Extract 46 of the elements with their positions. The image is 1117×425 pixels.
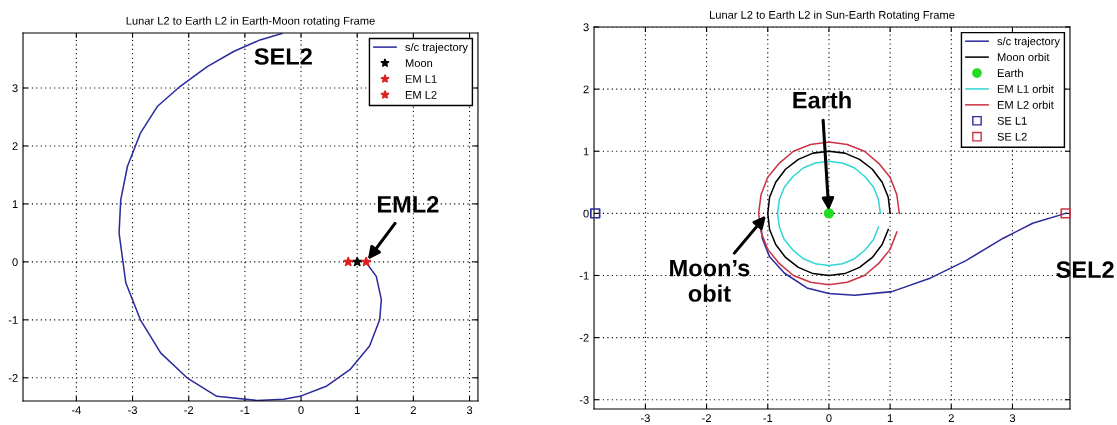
x-tick-label: -1 xyxy=(240,406,250,414)
legend-label: s/c trajectory xyxy=(405,42,468,54)
y-tick-label: -2 xyxy=(8,374,18,382)
chart-title: Lunar L2 to Earth L2 in Sun-Earth Rotating Frame xyxy=(710,10,955,21)
legend-label: s/c trajectory xyxy=(997,37,1060,48)
x-tick-label: 2 xyxy=(948,414,954,422)
legend-label: Earth xyxy=(997,68,1023,78)
annotation: EML2 xyxy=(377,195,439,213)
x-tick-label: -3 xyxy=(640,414,650,423)
x-tick-label: -3 xyxy=(128,406,137,415)
x-tick-label: 0 xyxy=(826,414,832,423)
x-tick-label: 1 xyxy=(887,414,893,422)
y-tick-label: 3 xyxy=(583,23,589,32)
y-tick-label: 0 xyxy=(583,209,589,218)
y-tick-label: 1 xyxy=(583,147,589,156)
x-tick-label: 3 xyxy=(466,406,473,415)
y-tick-label: -1 xyxy=(8,316,18,324)
y-tick-label: 0 xyxy=(12,258,18,267)
legend-label: Moon orbit xyxy=(997,52,1050,62)
y-tick-label: 3 xyxy=(12,84,18,93)
x-tick-label: 3 xyxy=(1009,414,1016,423)
y-tick-label: 2 xyxy=(12,142,18,150)
legend-label: EM L2 xyxy=(405,90,437,99)
x-tick-label: -4 xyxy=(71,406,81,414)
annotation: Earth xyxy=(793,91,851,109)
y-tick-label: 1 xyxy=(12,200,18,208)
legend-label: EM L1 orbit xyxy=(997,84,1054,93)
x-tick-label: -2 xyxy=(184,406,194,414)
legend-label: Moon xyxy=(405,59,433,68)
x-tick-label: -2 xyxy=(702,414,711,422)
legend-label: EM L2 orbit xyxy=(997,100,1054,109)
annotation: SEL2 xyxy=(254,48,312,65)
y-tick-label: -1 xyxy=(579,271,589,280)
line-series xyxy=(776,160,882,267)
y-tick-label: -2 xyxy=(579,333,589,342)
legend-label: SE L2 xyxy=(997,132,1027,141)
legend-label: SE L1 xyxy=(997,116,1027,125)
x-tick-label: -1 xyxy=(763,414,773,422)
annotation: Moon’s obit xyxy=(670,259,750,302)
x-tick-label: 1 xyxy=(354,406,360,414)
chart-title: Lunar L2 to Earth L2 in Earth-Moon rotating Frame xyxy=(126,16,375,27)
legend-label: EM L1 xyxy=(405,75,437,83)
x-tick-label: 0 xyxy=(298,406,304,415)
y-tick-label: -3 xyxy=(579,395,589,404)
y-tick-label: 2 xyxy=(583,85,589,94)
x-tick-label: 2 xyxy=(410,406,416,414)
